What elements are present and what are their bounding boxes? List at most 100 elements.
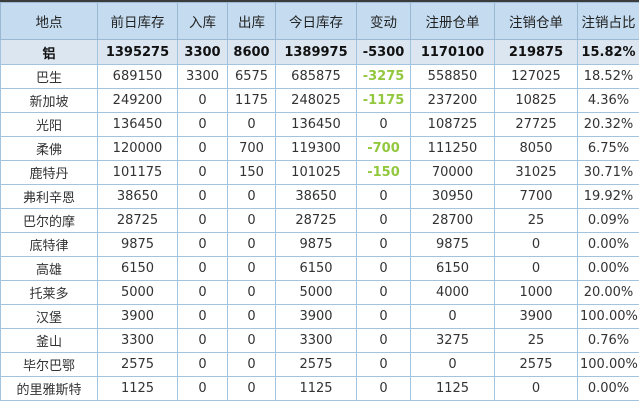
cell-today-inventory[interactable]: 248025 (275, 88, 357, 113)
cell-cancel-ratio[interactable]: 20.00% (577, 280, 639, 305)
cell-cancelled[interactable]: 3900 (494, 304, 578, 329)
cell-outbound[interactable]: 6575 (227, 64, 276, 89)
cell-outbound[interactable]: 0 (227, 352, 276, 377)
cell-today-inventory[interactable]: 38650 (275, 184, 357, 209)
cell-change[interactable]: -1175 (356, 88, 411, 113)
cell-change[interactable]: -700 (356, 136, 411, 161)
column-header-inbound[interactable]: 入库 (177, 2, 228, 40)
cell-prev-inventory[interactable]: 9875 (97, 232, 178, 257)
cell-cancel-ratio[interactable]: 15.82% (577, 39, 639, 65)
cell-outbound[interactable]: 0 (227, 304, 276, 329)
cell-change[interactable]: 0 (356, 184, 411, 209)
cell-location[interactable]: 新加坡 (0, 88, 98, 113)
cell-inbound[interactable]: 0 (177, 184, 228, 209)
cell-prev-inventory[interactable]: 249200 (97, 88, 178, 113)
cell-inbound[interactable]: 0 (177, 280, 228, 305)
cell-today-inventory[interactable]: 119300 (275, 136, 357, 161)
cell-change[interactable]: 0 (356, 280, 411, 305)
cell-outbound[interactable]: 1175 (227, 88, 276, 113)
cell-inbound[interactable]: 3300 (177, 39, 228, 65)
cell-change[interactable]: -3275 (356, 64, 411, 89)
cell-registered[interactable]: 4000 (410, 280, 495, 305)
cell-cancel-ratio[interactable]: 0.76% (577, 328, 639, 353)
cell-location[interactable]: 毕尔巴鄂 (0, 352, 98, 377)
cell-cancelled[interactable]: 31025 (494, 160, 578, 185)
cell-today-inventory[interactable]: 28725 (275, 208, 357, 233)
cell-registered[interactable]: 70000 (410, 160, 495, 185)
cell-outbound[interactable]: 0 (227, 232, 276, 257)
cell-cancel-ratio[interactable]: 4.36% (577, 88, 639, 113)
cell-outbound[interactable]: 0 (227, 208, 276, 233)
cell-inbound[interactable]: 0 (177, 376, 228, 401)
cell-cancel-ratio[interactable]: 0.00% (577, 256, 639, 281)
cell-cancelled[interactable]: 0 (494, 376, 578, 401)
cell-prev-inventory[interactable]: 136450 (97, 112, 178, 137)
cell-prev-inventory[interactable]: 3900 (97, 304, 178, 329)
cell-inbound[interactable]: 0 (177, 160, 228, 185)
cell-inbound[interactable]: 0 (177, 208, 228, 233)
cell-cancel-ratio[interactable]: 0.00% (577, 376, 639, 401)
cell-outbound[interactable]: 0 (227, 184, 276, 209)
cell-registered[interactable]: 28700 (410, 208, 495, 233)
cell-cancel-ratio[interactable]: 30.71% (577, 160, 639, 185)
cell-cancelled[interactable]: 0 (494, 256, 578, 281)
cell-today-inventory[interactable]: 3900 (275, 304, 357, 329)
cell-location[interactable]: 光阳 (0, 112, 98, 137)
cell-location[interactable]: 高雄 (0, 256, 98, 281)
cell-cancelled[interactable]: 219875 (494, 39, 578, 65)
cell-today-inventory[interactable]: 1389975 (275, 39, 357, 65)
cell-location[interactable]: 的里雅斯特 (0, 376, 98, 401)
cell-change[interactable]: 0 (356, 376, 411, 401)
cell-cancelled[interactable]: 7700 (494, 184, 578, 209)
cell-registered[interactable]: 6150 (410, 256, 495, 281)
cell-inbound[interactable]: 0 (177, 328, 228, 353)
cell-registered[interactable]: 3275 (410, 328, 495, 353)
cell-change[interactable]: 0 (356, 304, 411, 329)
cell-prev-inventory[interactable]: 101175 (97, 160, 178, 185)
cell-inbound[interactable]: 0 (177, 352, 228, 377)
cell-location[interactable]: 汉堡 (0, 304, 98, 329)
cell-cancelled[interactable]: 25 (494, 208, 578, 233)
cell-cancel-ratio[interactable]: 6.75% (577, 136, 639, 161)
cell-cancelled[interactable]: 0 (494, 232, 578, 257)
cell-cancel-ratio[interactable]: 19.92% (577, 184, 639, 209)
cell-location[interactable]: 釜山 (0, 328, 98, 353)
cell-outbound[interactable]: 0 (227, 376, 276, 401)
cell-location[interactable]: 巴尔的摩 (0, 208, 98, 233)
cell-prev-inventory[interactable]: 28725 (97, 208, 178, 233)
column-header-cancelled[interactable]: 注销仓单 (494, 2, 578, 40)
cell-outbound[interactable]: 0 (227, 112, 276, 137)
cell-prev-inventory[interactable]: 5000 (97, 280, 178, 305)
cell-today-inventory[interactable]: 2575 (275, 352, 357, 377)
cell-outbound[interactable]: 0 (227, 328, 276, 353)
cell-change[interactable]: 0 (356, 352, 411, 377)
cell-change[interactable]: 0 (356, 208, 411, 233)
cell-location[interactable]: 铝 (0, 39, 98, 65)
cell-change[interactable]: 0 (356, 232, 411, 257)
cell-prev-inventory[interactable]: 689150 (97, 64, 178, 89)
cell-outbound[interactable]: 0 (227, 256, 276, 281)
column-header-outbound[interactable]: 出库 (227, 2, 276, 40)
cell-today-inventory[interactable]: 9875 (275, 232, 357, 257)
cell-cancelled[interactable]: 10825 (494, 88, 578, 113)
cell-outbound[interactable]: 700 (227, 136, 276, 161)
cell-location[interactable]: 巴生 (0, 64, 98, 89)
cell-today-inventory[interactable]: 3300 (275, 328, 357, 353)
cell-location[interactable]: 底特律 (0, 232, 98, 257)
cell-outbound[interactable]: 0 (227, 280, 276, 305)
cell-location[interactable]: 柔佛 (0, 136, 98, 161)
cell-cancelled[interactable]: 8050 (494, 136, 578, 161)
cell-prev-inventory[interactable]: 38650 (97, 184, 178, 209)
column-header-cancel-ratio[interactable]: 注销占比 (577, 2, 639, 40)
cell-prev-inventory[interactable]: 3300 (97, 328, 178, 353)
cell-cancel-ratio[interactable]: 100.00% (577, 304, 639, 329)
cell-cancelled[interactable]: 25 (494, 328, 578, 353)
cell-registered[interactable]: 9875 (410, 232, 495, 257)
cell-change[interactable]: 0 (356, 328, 411, 353)
cell-cancelled[interactable]: 127025 (494, 64, 578, 89)
cell-registered[interactable]: 0 (410, 304, 495, 329)
cell-today-inventory[interactable]: 685875 (275, 64, 357, 89)
cell-inbound[interactable]: 0 (177, 136, 228, 161)
cell-location[interactable]: 弗利辛恩 (0, 184, 98, 209)
column-header-prev-inventory[interactable]: 前日库存 (97, 2, 178, 40)
